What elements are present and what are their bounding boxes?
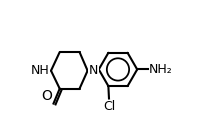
Text: NH₂: NH₂ [149, 63, 173, 76]
Text: NH: NH [31, 64, 50, 77]
Text: N: N [89, 64, 98, 77]
Text: O: O [41, 89, 52, 103]
Text: Cl: Cl [103, 100, 115, 113]
